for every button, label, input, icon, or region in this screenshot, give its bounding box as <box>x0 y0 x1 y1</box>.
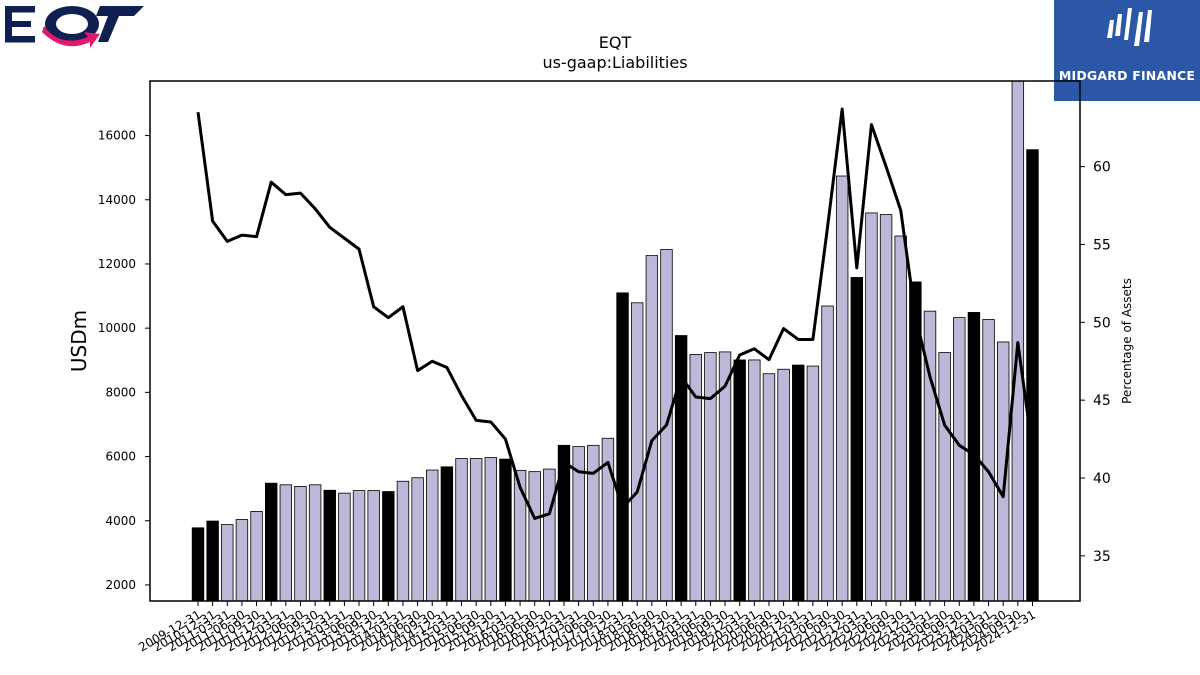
y-right-tick-label: 55 <box>1093 237 1111 253</box>
bar-2024-09-30 <box>1011 80 1025 602</box>
midgard-finance-logo: MIDGARD FINANCE <box>1054 0 1200 101</box>
bar-2010-12-31 <box>206 520 219 602</box>
bar-2021-06-30 <box>821 305 834 602</box>
line-series <box>196 107 1034 520</box>
y-tick-label: 12000 <box>98 257 136 271</box>
bar-2013-03-31 <box>338 492 351 602</box>
bar-2023-06-30 <box>938 352 951 602</box>
bar-2022-09-30 <box>894 235 907 602</box>
bar-2020-06-30 <box>762 373 776 602</box>
y-tick-label: 16000 <box>98 129 136 143</box>
bar-2012-12-31 <box>323 489 336 602</box>
y-right-tick-label: 45 <box>1093 393 1111 409</box>
y-right-tick-label: 40 <box>1093 471 1111 487</box>
y-axis-right: 35 40 45 50 55 60 <box>1080 160 1111 565</box>
bar-2020-09-30 <box>777 368 790 602</box>
bar-2015-12-31 <box>499 458 512 602</box>
bar-2015-03-31 <box>455 458 468 602</box>
chart-title: EQT <box>599 33 632 52</box>
y-axis-left: 2000 4000 6000 8000 10000 12000 14000 16000 <box>98 129 150 592</box>
bar-2022-03-31 <box>865 212 878 602</box>
y-tick-label: 10000 <box>98 321 136 335</box>
midgard-emblem-icon <box>1107 8 1152 46</box>
bar-2016-09-30 <box>543 468 556 602</box>
x-axis: 2009-12-312010-12-312011-03-312011-06-30… <box>136 601 1038 654</box>
bar-2024-06-30 <box>997 341 1010 602</box>
y-tick-label: 14000 <box>98 193 136 207</box>
bar-2021-12-31 <box>850 277 864 602</box>
y-axis-right-label: Percentage of Assets <box>1120 278 1134 404</box>
bar-2024-12-31 <box>1026 149 1039 602</box>
bar-2011-06-30 <box>235 519 249 602</box>
chart-subtitle: us-gaap:Liabilities <box>542 53 687 72</box>
bar-2020-12-31 <box>792 364 805 602</box>
y-right-tick-label: 35 <box>1093 549 1111 565</box>
bar-2021-09-30 <box>835 175 849 602</box>
bar-2013-06-30 <box>352 490 366 602</box>
bar-2017-12-31 <box>616 292 629 602</box>
bar-2021-03-31 <box>806 365 820 602</box>
y-right-tick-label: 50 <box>1093 315 1111 331</box>
midgard-finance-wordmark: MIDGARD FINANCE <box>1058 68 1196 83</box>
bar-2015-09-30 <box>484 457 498 602</box>
bar-2011-09-30 <box>250 511 263 602</box>
bar-2016-06-30 <box>528 471 541 602</box>
bar-2009-12-31 <box>191 527 205 602</box>
bar-2011-03-31 <box>221 524 234 602</box>
bar-2020-03-31 <box>748 359 761 602</box>
plot-frame <box>149 80 1081 602</box>
bar-2019-06-30 <box>704 352 717 602</box>
bar-2016-12-31 <box>557 444 571 602</box>
bar-2014-06-30 <box>411 477 424 602</box>
bar-series <box>191 80 1039 602</box>
bar-2012-03-31 <box>279 484 293 602</box>
bar-2019-12-31 <box>733 359 746 602</box>
y-tick-label: 2000 <box>105 578 136 592</box>
y-right-tick-label: 60 <box>1093 160 1111 176</box>
bar-2015-06-30 <box>469 458 483 602</box>
bar-2013-09-30 <box>367 490 380 602</box>
bar-2024-03-31 <box>982 319 995 602</box>
y-tick-label: 4000 <box>105 514 136 528</box>
y-tick-label: 8000 <box>105 385 136 399</box>
eqt-logo <box>4 4 144 54</box>
percentage-of-assets-line <box>196 107 1034 520</box>
eqt-logo-mark <box>5 6 144 48</box>
bar-2014-03-31 <box>396 480 410 602</box>
bar-2018-06-30 <box>645 255 659 602</box>
bar-2014-09-30 <box>426 469 439 602</box>
bar-2013-12-31 <box>382 491 395 602</box>
y-axis-label: USDm <box>67 310 91 372</box>
bar-2014-12-31 <box>440 466 454 602</box>
bar-2018-03-31 <box>631 302 644 602</box>
bar-2023-09-30 <box>953 317 966 602</box>
bar-2012-09-30 <box>308 484 322 602</box>
y-tick-label: 6000 <box>105 450 136 464</box>
bar-2022-06-30 <box>879 214 893 602</box>
bar-2011-12-31 <box>264 482 278 602</box>
bar-2012-06-30 <box>294 486 307 602</box>
